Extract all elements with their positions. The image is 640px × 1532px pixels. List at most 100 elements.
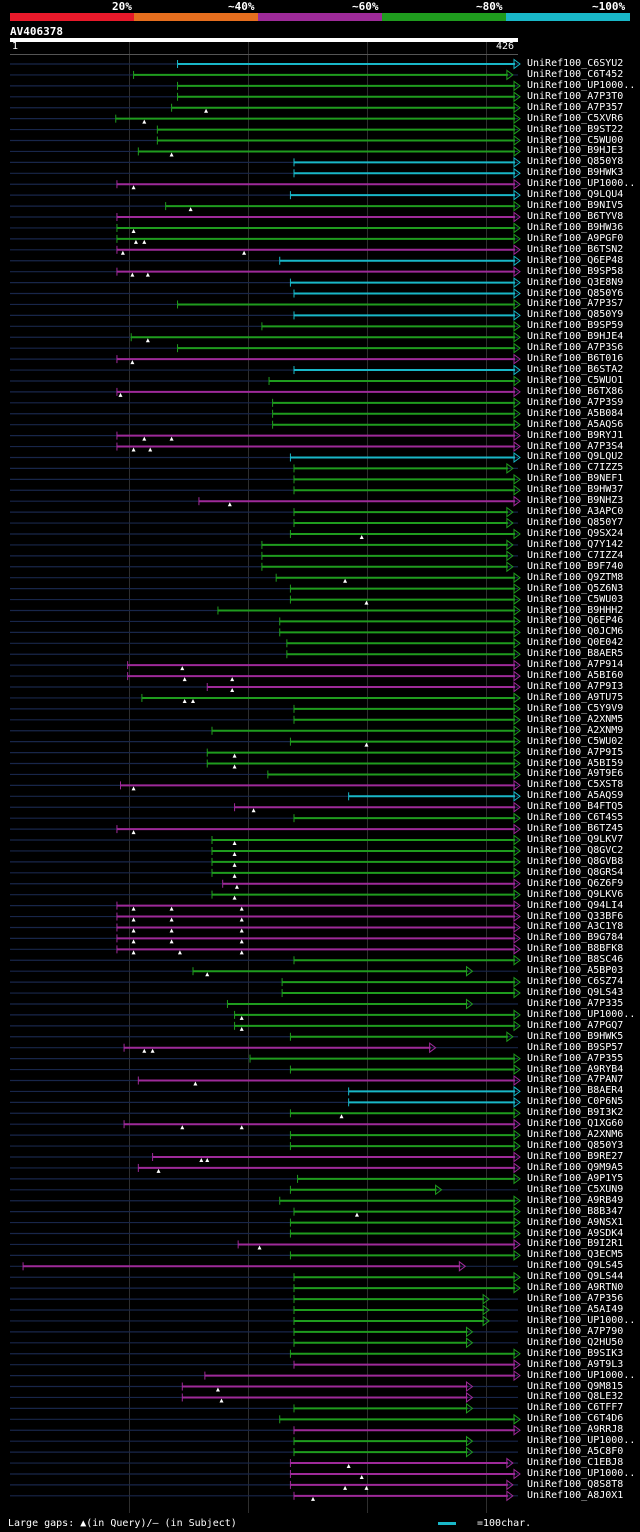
hit-label[interactable]: UniRef100_Q33BF6 (527, 910, 624, 922)
hit-label[interactable]: UniRef100_Q9LS45 (527, 1260, 624, 1272)
hit-label[interactable]: UniRef100_Q8S8T8 (527, 1478, 624, 1490)
hit-label[interactable]: UniRef100_Q850Y8 (527, 156, 624, 168)
hit-label[interactable]: UniRef100_C5WU00 (527, 134, 624, 146)
hit-label[interactable]: UniRef100_B6TZ45 (527, 823, 624, 835)
hit-label[interactable]: UniRef100_Q850Y7 (527, 517, 624, 529)
hit-label[interactable]: UniRef100_C5WU03 (527, 593, 624, 605)
hit-label[interactable]: UniRef100_A9RRJ8 (527, 1424, 624, 1436)
hit-label[interactable]: UniRef100_B8AER4 (527, 1085, 624, 1097)
hit-label[interactable]: UniRef100_A7P914 (527, 659, 624, 671)
hit-label[interactable]: UniRef100_Q9LKV7 (527, 834, 624, 846)
hit-label[interactable]: UniRef100_B9NIV5 (527, 200, 624, 212)
hit-label[interactable]: UniRef100_C7IZZ4 (527, 549, 624, 561)
hit-label[interactable]: UniRef100_B8BFK8 (527, 943, 624, 955)
hit-label[interactable]: UniRef100_Q0E042 (527, 637, 624, 649)
hit-label[interactable]: UniRef100_C1EBJ8 (527, 1457, 624, 1469)
hit-label[interactable]: UniRef100_B9NEF1 (527, 473, 624, 485)
hit-label[interactable]: UniRef100_B9I2R1 (527, 1238, 624, 1250)
hit-label[interactable]: UniRef100_Q9M9A5 (527, 1161, 624, 1173)
hit-label[interactable]: UniRef100_B9SP59 (527, 320, 624, 332)
hit-label[interactable]: UniRef100_B6T016 (527, 353, 624, 365)
hit-label[interactable]: UniRef100_B4FTQ5 (527, 801, 624, 813)
hit-label[interactable]: UniRef100_A7PGQ7 (527, 1019, 624, 1031)
hit-label[interactable]: UniRef100_Q850Y6 (527, 287, 624, 299)
hit-label[interactable]: UniRef100_UP1000.. (527, 1369, 636, 1381)
hit-label[interactable]: UniRef100_UP1000.. (527, 1314, 636, 1326)
hit-label[interactable]: UniRef100_Q8LE32 (527, 1391, 624, 1403)
hit-label[interactable]: UniRef100_C6SZ74 (527, 976, 624, 988)
hit-label[interactable]: UniRef100_Q850Y3 (527, 1140, 624, 1152)
hit-label[interactable]: UniRef100_UP1000.. (527, 178, 636, 190)
hit-label[interactable]: UniRef100_A7P355 (527, 1052, 624, 1064)
hit-label[interactable]: UniRef100_B8B347 (527, 1205, 624, 1217)
hit-label[interactable]: UniRef100_B9HHH2 (527, 604, 624, 616)
hit-label[interactable]: UniRef100_Q5Z6N3 (527, 582, 624, 594)
hit-label[interactable]: UniRef100_A5C8F0 (527, 1446, 624, 1458)
hit-label[interactable]: UniRef100_A9NSX1 (527, 1216, 624, 1228)
hit-label[interactable]: UniRef100_A9P1Y5 (527, 1172, 624, 1184)
hit-label[interactable]: UniRef100_B6STA2 (527, 364, 624, 376)
hit-label[interactable]: UniRef100_Q9SX24 (527, 527, 624, 539)
hit-label[interactable]: UniRef100_Q6EP48 (527, 254, 624, 266)
hit-label[interactable]: UniRef100_A2XNM6 (527, 1129, 624, 1141)
hit-label[interactable]: UniRef100_Q6EP46 (527, 615, 624, 627)
hit-label[interactable]: UniRef100_Q8GRS4 (527, 866, 624, 878)
hit-label[interactable]: UniRef100_Q2HU50 (527, 1336, 624, 1348)
hit-label[interactable]: UniRef100_A7P335 (527, 997, 624, 1009)
hit-label[interactable]: UniRef100_B9NHZ3 (527, 495, 624, 507)
hit-label[interactable]: UniRef100_A9RYB4 (527, 1063, 624, 1075)
hit-label[interactable]: UniRef100_B6TX86 (527, 385, 624, 397)
hit-label[interactable]: UniRef100_C5WU02 (527, 735, 624, 747)
hit-label[interactable]: UniRef100_A5BP03 (527, 965, 624, 977)
hit-label[interactable]: UniRef100_A9PGF0 (527, 232, 624, 244)
hit-label[interactable]: UniRef100_B9HW36 (527, 221, 624, 233)
hit-label[interactable]: UniRef100_B9SIK3 (527, 1347, 624, 1359)
hit-label[interactable]: UniRef100_C6T452 (527, 68, 624, 80)
hit-label[interactable]: UniRef100_B9RE27 (527, 1151, 624, 1162)
hit-label[interactable]: UniRef100_A2XNM9 (527, 724, 624, 736)
hit-label[interactable]: UniRef100_Q0JCM6 (527, 626, 624, 638)
hit-label[interactable]: UniRef100_C6T4D6 (527, 1413, 624, 1425)
hit-label[interactable]: UniRef100_Q8GVB8 (527, 855, 624, 867)
hit-label[interactable]: UniRef100_A7P3S4 (527, 440, 624, 452)
hit-label[interactable]: UniRef100_C5XVR6 (527, 112, 624, 124)
hit-label[interactable]: UniRef100_C6SYU2 (527, 58, 624, 69)
hit-label[interactable]: UniRef100_A5BI60 (527, 670, 624, 682)
hit-label[interactable]: UniRef100_A9T9L3 (527, 1358, 624, 1370)
hit-label[interactable]: UniRef100_Q6Z6F9 (527, 877, 624, 889)
hit-label[interactable]: UniRef100_Q9LKV6 (527, 888, 624, 900)
hit-label[interactable]: UniRef100_Q7Y142 (527, 538, 624, 550)
hit-label[interactable]: UniRef100_B9HWK5 (527, 1030, 624, 1042)
hit-label[interactable]: UniRef100_Q3E8N9 (527, 276, 624, 288)
hit-label[interactable]: UniRef100_A7P3T0 (527, 90, 624, 102)
hit-label[interactable]: UniRef100_C5WUO1 (527, 374, 624, 386)
hit-label[interactable]: UniRef100_A7P357 (527, 101, 624, 113)
hit-label[interactable]: UniRef100_C7IZZ5 (527, 462, 624, 474)
hit-label[interactable]: UniRef100_A7P9I3 (527, 681, 624, 692)
hit-label[interactable]: UniRef100_B8SC46 (527, 954, 624, 966)
hit-label[interactable]: UniRef100_A9RTN0 (527, 1282, 624, 1294)
hit-label[interactable]: UniRef100_A9SDK4 (527, 1227, 624, 1239)
hit-label[interactable]: UniRef100_B9SP58 (527, 265, 624, 277)
hit-label[interactable]: UniRef100_B9G784 (527, 932, 624, 944)
hit-label[interactable]: UniRef100_A5AQS9 (527, 790, 624, 802)
hit-label[interactable]: UniRef100_C5XST8 (527, 779, 624, 791)
hit-label[interactable]: UniRef100_UP1000.. (527, 1008, 636, 1020)
hit-label[interactable]: UniRef100_B9SP57 (527, 1041, 624, 1053)
hit-label[interactable]: UniRef100_B9HWK3 (527, 167, 624, 179)
hit-label[interactable]: UniRef100_Q94LI4 (527, 899, 624, 911)
hit-label[interactable]: UniRef100_Q9M815 (527, 1380, 624, 1392)
hit-label[interactable]: UniRef100_A5AQS6 (527, 418, 624, 430)
hit-label[interactable]: UniRef100_B6TSN2 (527, 243, 624, 255)
hit-label[interactable]: UniRef100_Q9LS44 (527, 1271, 624, 1283)
hit-label[interactable]: UniRef100_Q9LQU4 (527, 189, 624, 201)
hit-label[interactable]: UniRef100_A9TU75 (527, 691, 624, 703)
hit-label[interactable]: UniRef100_A7P790 (527, 1325, 624, 1337)
hit-label[interactable]: UniRef100_A7P9I5 (527, 746, 624, 758)
hit-label[interactable]: UniRef100_C6T4S5 (527, 812, 624, 824)
hit-label[interactable]: UniRef100_Q850Y9 (527, 309, 624, 321)
hit-label[interactable]: UniRef100_B9F740 (527, 560, 624, 572)
hit-label[interactable]: UniRef100_A3C1Y8 (527, 921, 624, 933)
hit-label[interactable]: UniRef100_A9RB49 (527, 1194, 624, 1206)
hit-label[interactable]: UniRef100_Q8GVC2 (527, 844, 624, 856)
